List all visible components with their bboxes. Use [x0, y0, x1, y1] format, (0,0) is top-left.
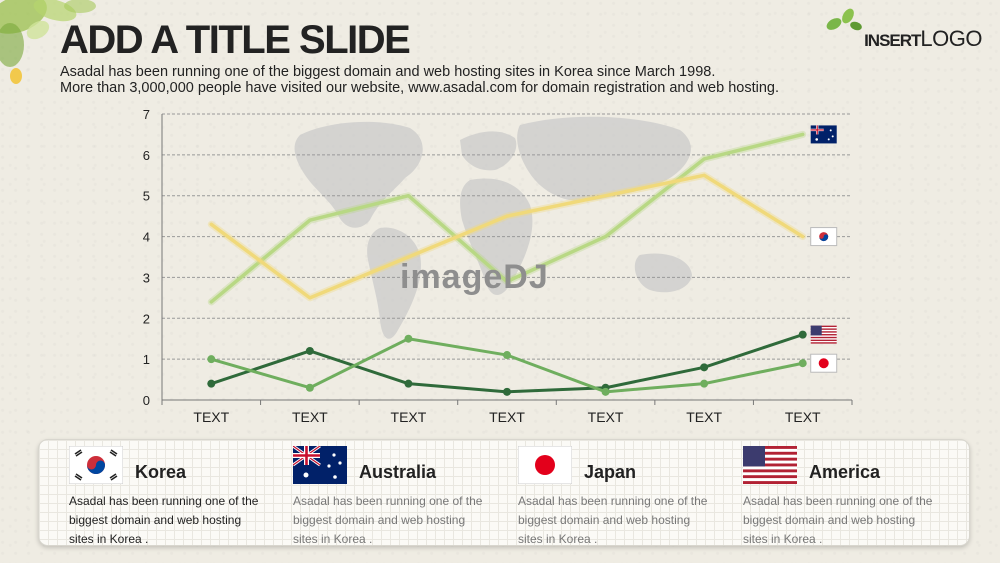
country-name: Australia [359, 462, 437, 482]
country-legend-card: Korea Asadal has been running one of the… [38, 439, 970, 546]
chart-series [207, 130, 807, 396]
data-point-usa [305, 346, 314, 355]
data-point-japan [305, 383, 314, 392]
y-tick-label: 1 [143, 352, 150, 367]
data-point-japan [404, 334, 413, 343]
data-point-usa [700, 363, 709, 372]
usa-flag-icon [743, 446, 797, 484]
page-title: ADD A TITLE SLIDE [60, 18, 411, 62]
world-map-background [294, 116, 692, 339]
data-point-usa [207, 379, 216, 388]
australia-flag-icon [810, 125, 837, 144]
x-tick-label: TEXT [785, 409, 821, 425]
line-chart: 0 1 2 3 4 5 6 7 TEXT TEXT TEXT TEXT TEXT TEXT TEXT [143, 107, 853, 425]
data-point-usa [503, 387, 511, 396]
x-tick-label: TEXT [292, 409, 328, 425]
x-axis-labels: TEXT TEXT TEXT TEXT TEXT TEXT TEXT [193, 409, 821, 425]
data-point-japan [503, 351, 511, 360]
data-point-japan [601, 387, 610, 396]
australia-flag-icon [293, 446, 347, 484]
logo-leaf-icon [826, 8, 862, 31]
y-tick-label: 5 [143, 189, 150, 204]
data-point-usa [404, 379, 413, 388]
country-description: Asadal has been running one of the bigge… [743, 494, 933, 546]
country-name: America [809, 462, 881, 482]
japan-flag-icon [810, 353, 838, 373]
series-line-korea [209, 173, 805, 300]
y-tick-label: 6 [143, 148, 150, 163]
x-tick-label: TEXT [193, 409, 229, 425]
x-tick-label: TEXT [391, 409, 427, 425]
country-name: Korea [135, 462, 187, 482]
data-point-usa [798, 330, 807, 339]
subtitle-line-1: Asadal has been running one of the bigge… [60, 64, 716, 80]
y-tick-label: 0 [143, 393, 150, 408]
y-tick-label: 2 [143, 311, 150, 326]
subtitle-line-2: More than 3,000,000 people have visited … [60, 80, 779, 96]
korea-flag-icon [69, 446, 123, 484]
logo-text: INSERTLOGO [864, 26, 982, 51]
data-point-japan [207, 355, 216, 364]
country-description: Asadal has been running one of the bigge… [69, 494, 259, 546]
country-name: Japan [584, 462, 637, 482]
series-flags [810, 125, 838, 373]
series-line-usa [210, 333, 804, 394]
x-tick-label: TEXT [588, 409, 624, 425]
x-tick-label: TEXT [686, 409, 722, 425]
y-axis-labels: 0 1 2 3 4 5 6 7 [143, 107, 150, 408]
y-tick-label: 3 [143, 270, 150, 285]
logo: INSERTLOGO [822, 6, 982, 56]
data-point-japan [700, 379, 709, 388]
data-point-japan [798, 359, 807, 368]
watermark-text: imageDJ [400, 258, 549, 296]
y-tick-label: 4 [143, 230, 150, 245]
country-description: Asadal has been running one of the bigge… [518, 494, 708, 546]
usa-flag-icon [810, 325, 837, 344]
series-line-australia [209, 132, 805, 304]
x-tick-label: TEXT [489, 409, 525, 425]
korea-flag-icon [810, 227, 838, 247]
subtitle: Asadal has been running one of the bigge… [60, 64, 779, 96]
country-description: Asadal has been running one of the bigge… [293, 494, 483, 546]
japan-flag-icon [518, 446, 572, 484]
y-tick-label: 7 [143, 107, 150, 122]
leaves-decoration-icon [0, 0, 96, 84]
